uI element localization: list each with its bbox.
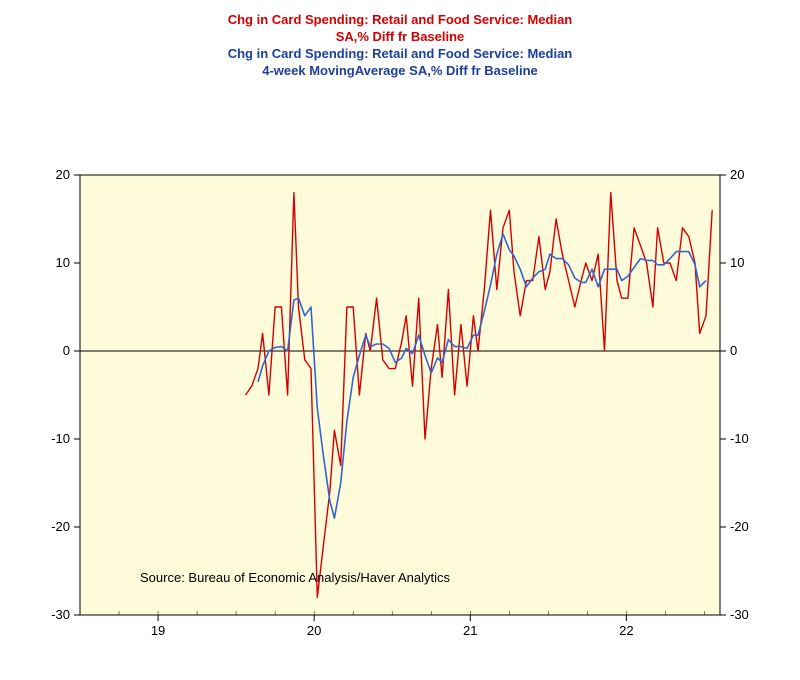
svg-text:-30: -30 <box>51 607 70 622</box>
source-text: Source: Bureau of Economic Analysis/Have… <box>140 570 450 585</box>
svg-text:20: 20 <box>307 623 321 638</box>
svg-text:20: 20 <box>730 167 744 182</box>
svg-text:0: 0 <box>63 343 70 358</box>
title-line-4: 4-week MovingAverage SA,% Diff fr Baseli… <box>0 63 800 80</box>
line-chart: -30 -30 -20 -20 -10 -10 0 0 10 10 20 20 19 20 21 22 <box>0 80 800 680</box>
svg-text:-10: -10 <box>730 431 749 446</box>
title-line-1: Chg in Card Spending: Retail and Food Se… <box>0 12 800 29</box>
svg-text:21: 21 <box>463 623 477 638</box>
svg-text:10: 10 <box>56 255 70 270</box>
title-block: Chg in Card Spending: Retail and Food Se… <box>0 0 800 80</box>
svg-text:10: 10 <box>730 255 744 270</box>
svg-text:0: 0 <box>730 343 737 358</box>
svg-text:-10: -10 <box>51 431 70 446</box>
svg-text:22: 22 <box>619 623 633 638</box>
svg-text:-20: -20 <box>730 519 749 534</box>
title-line-2: SA,% Diff fr Baseline <box>0 29 800 46</box>
svg-text:19: 19 <box>151 623 165 638</box>
title-line-3: Chg in Card Spending: Retail and Food Se… <box>0 46 800 63</box>
svg-text:20: 20 <box>56 167 70 182</box>
svg-text:-30: -30 <box>730 607 749 622</box>
svg-text:-20: -20 <box>51 519 70 534</box>
